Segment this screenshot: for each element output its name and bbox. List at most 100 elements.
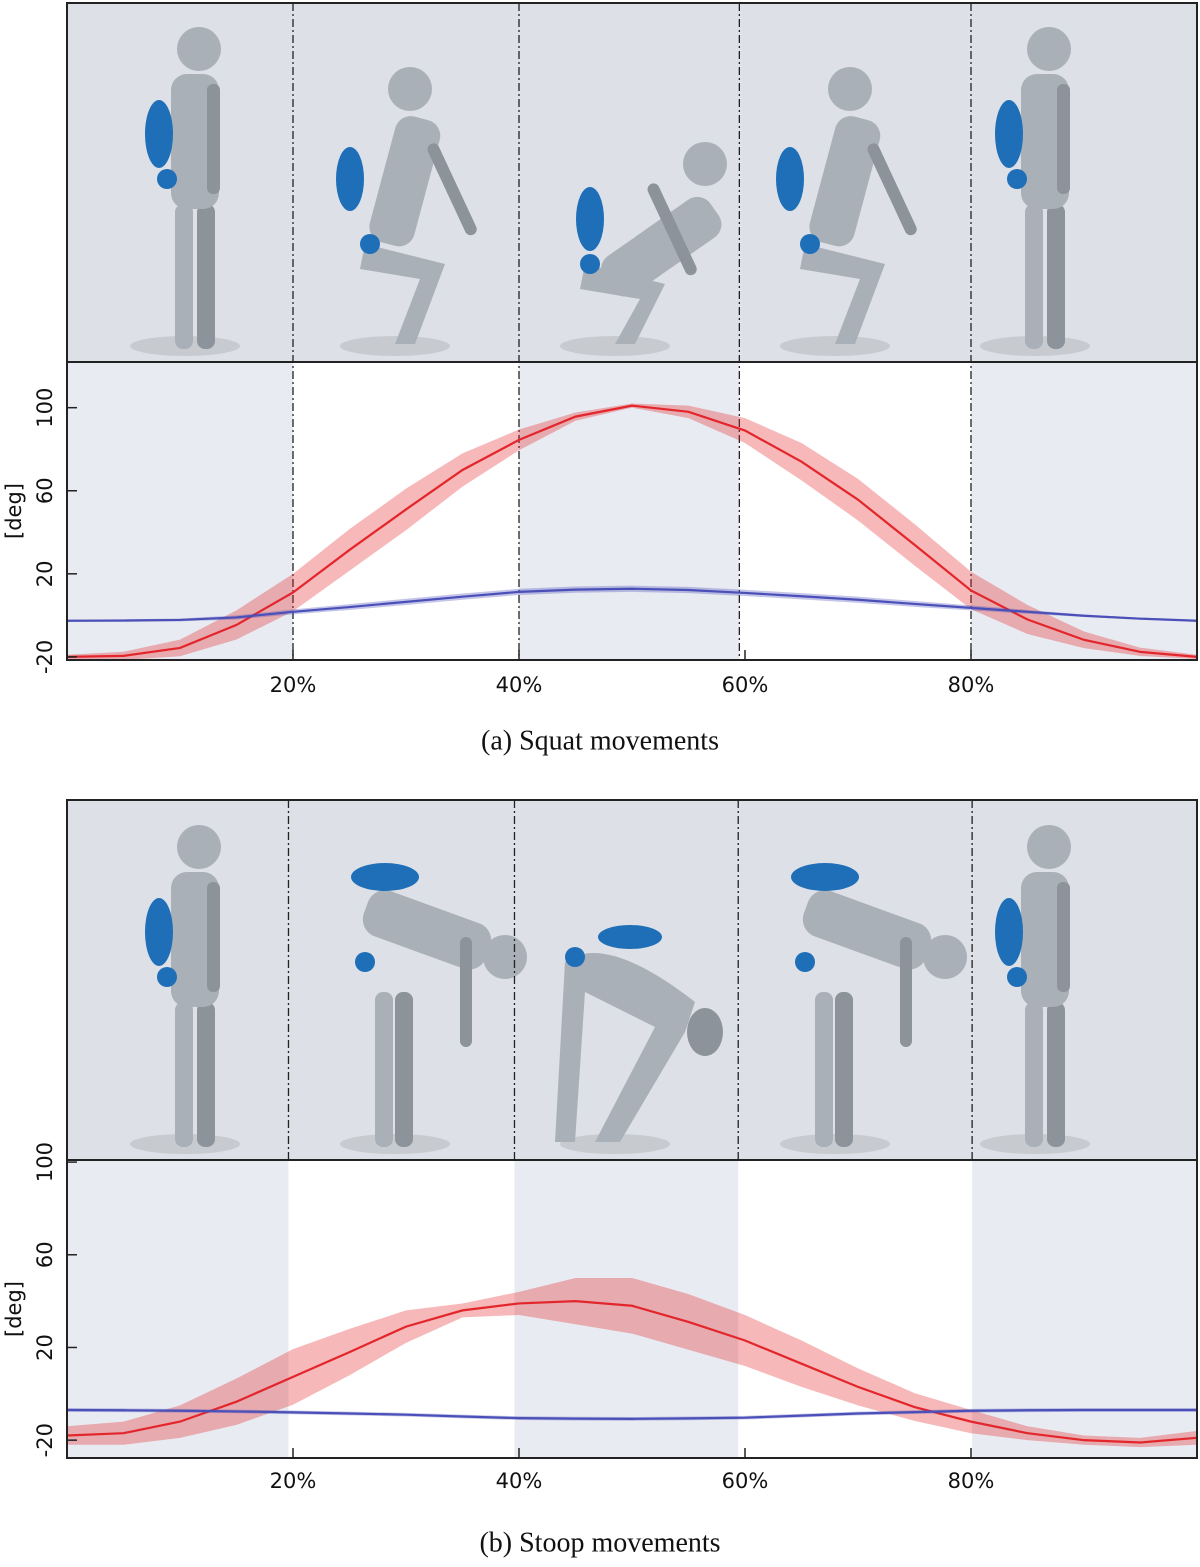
leg xyxy=(197,1002,215,1147)
exo-pack xyxy=(351,863,419,891)
head xyxy=(483,935,527,979)
y-tick-label: 60 xyxy=(33,1241,57,1268)
phase-shading xyxy=(519,362,740,660)
y-axis-label: [deg] xyxy=(2,1281,26,1337)
x-tick-label: 20% xyxy=(270,673,317,697)
leg xyxy=(395,992,413,1147)
figure-illustration xyxy=(130,825,240,1154)
legs xyxy=(360,244,445,344)
exo-joint xyxy=(580,254,600,274)
head xyxy=(1027,825,1071,869)
y-axis-label: [deg] xyxy=(2,483,26,539)
leg xyxy=(1047,1002,1065,1147)
leg xyxy=(815,992,833,1147)
exo-joint xyxy=(1007,169,1027,189)
head xyxy=(923,935,967,979)
phase-shading xyxy=(514,1160,739,1458)
head xyxy=(1027,27,1071,71)
torso xyxy=(809,116,881,247)
y-tick-label: 20 xyxy=(33,560,57,587)
exo-joint xyxy=(157,967,177,987)
y-tick-label: 60 xyxy=(33,477,57,504)
arm xyxy=(427,143,477,236)
floor-shadow xyxy=(340,1134,450,1154)
figure-illustration xyxy=(340,863,527,1154)
leg xyxy=(175,1002,193,1147)
torso xyxy=(802,890,932,970)
figure-illustration xyxy=(776,67,917,356)
exo-joint xyxy=(360,234,380,254)
y-tick-label: 100 xyxy=(33,1142,57,1182)
exo-pack xyxy=(145,898,173,966)
x-tick-label: 60% xyxy=(722,1469,769,1493)
caption: (b) Stoop movements xyxy=(479,1527,720,1558)
exo-joint xyxy=(565,947,585,967)
y-tick-label: -20 xyxy=(33,1423,57,1457)
folded-body xyxy=(555,953,695,1142)
head xyxy=(388,67,432,111)
leg xyxy=(175,204,193,349)
mean-line xyxy=(66,1300,1198,1444)
arm xyxy=(867,143,917,236)
phase-shading xyxy=(67,362,293,660)
floor-shadow xyxy=(780,1134,890,1154)
figure-illustration xyxy=(560,142,727,356)
plot-border xyxy=(66,1159,1198,1459)
exo-joint xyxy=(795,952,815,972)
x-tick-label: 40% xyxy=(496,673,543,697)
legs xyxy=(800,244,885,344)
head xyxy=(828,67,872,111)
x-tick-label: 80% xyxy=(948,1469,995,1493)
arm xyxy=(900,937,912,1047)
x-tick-label: 80% xyxy=(948,673,995,697)
figure-illustration xyxy=(980,27,1090,356)
leg xyxy=(375,992,393,1147)
leg xyxy=(1047,204,1065,349)
arm xyxy=(647,183,697,276)
x-tick-label: 20% xyxy=(270,1469,317,1493)
exo-pack xyxy=(336,147,364,211)
floor-shadow xyxy=(340,336,450,356)
figure-illustration xyxy=(980,825,1090,1154)
figure-illustration xyxy=(130,27,240,356)
x-tick-label: 60% xyxy=(722,673,769,697)
arm xyxy=(460,937,472,1047)
head xyxy=(177,825,221,869)
exo-pack xyxy=(598,925,662,949)
figure-illustration xyxy=(555,925,723,1154)
torso xyxy=(369,116,441,247)
mean-line xyxy=(66,587,1198,622)
exo-pack xyxy=(995,898,1023,966)
phase-shading xyxy=(972,1160,1197,1458)
plot-border xyxy=(66,361,1198,661)
y-tick-label: 100 xyxy=(33,388,57,428)
arm xyxy=(1057,84,1070,194)
exo-joint xyxy=(157,169,177,189)
exo-pack xyxy=(995,100,1023,168)
mean-line xyxy=(66,1408,1197,1420)
exo-pack xyxy=(576,187,604,251)
confidence-band xyxy=(67,403,1197,660)
confidence-band xyxy=(67,1277,1197,1448)
floor-shadow xyxy=(560,336,670,356)
exo-joint xyxy=(1007,967,1027,987)
head xyxy=(687,1008,723,1056)
figure-illustration xyxy=(336,67,477,356)
torso xyxy=(362,890,492,970)
x-tick-label: 40% xyxy=(496,1469,543,1493)
panel: -20 20 60 100 [deg] 20% 40% 60% 80% (b) Stoop mov… xyxy=(2,799,1198,1558)
leg xyxy=(1025,204,1043,349)
y-tick-label: 20 xyxy=(33,1334,57,1361)
exo-joint xyxy=(355,952,375,972)
exo-pack xyxy=(145,100,173,168)
panel: -20 20 60 100 [deg] 20% 40% 60% 80% (a) Squat mov… xyxy=(2,2,1198,756)
exo-pack xyxy=(776,147,804,211)
y-tick-label: -20 xyxy=(33,640,57,674)
caption: (a) Squat movements xyxy=(481,725,719,756)
arm xyxy=(207,882,220,992)
leg xyxy=(1025,1002,1043,1147)
head xyxy=(683,142,727,186)
leg xyxy=(835,992,853,1147)
exo-pack xyxy=(791,863,859,891)
